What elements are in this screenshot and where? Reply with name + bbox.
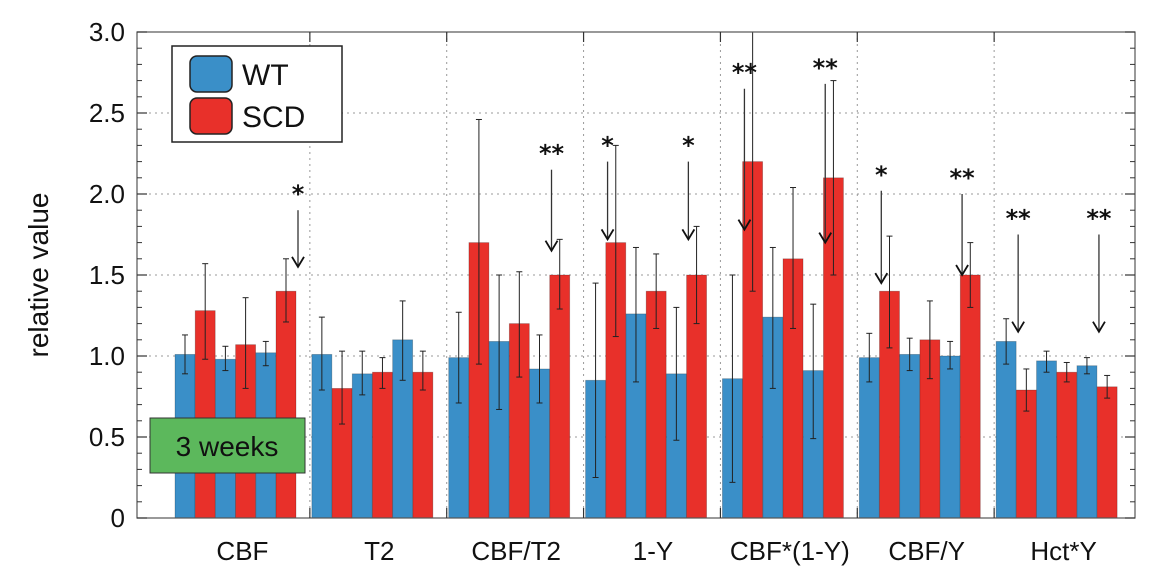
legend-swatch-scd bbox=[189, 97, 233, 135]
significance-stars: * bbox=[682, 132, 695, 160]
x-category-label: CBF bbox=[216, 536, 268, 566]
y-tick-label: 1.0 bbox=[89, 341, 125, 371]
x-category-label: CBF/T2 bbox=[471, 536, 561, 566]
time-point-badge-box bbox=[149, 417, 306, 474]
significance-stars: * bbox=[601, 132, 614, 160]
significance-annotations: *** * *** *** **** ** bbox=[291, 54, 1112, 334]
significance-arrowhead bbox=[681, 228, 696, 242]
x-category-label: T2 bbox=[364, 536, 394, 566]
bar-scd bbox=[1056, 371, 1078, 519]
axes: 0 0.5 1.0 1.5 2.0 2.5 3.0 CBF T2 CBF/T2 1-Y CBF*(1-… bbox=[89, 17, 1135, 566]
bars bbox=[174, 161, 1118, 519]
bar-wt bbox=[995, 341, 1017, 519]
significance-stars: * bbox=[292, 180, 305, 208]
significance-stars: ** bbox=[732, 59, 758, 87]
bar-wt bbox=[1076, 365, 1098, 519]
bar-scd bbox=[549, 274, 571, 519]
y-tick-label: 0.5 bbox=[89, 422, 125, 452]
y-axis-title: relative value bbox=[23, 193, 54, 358]
significance-arrowhead bbox=[874, 272, 889, 285]
significance-arrowhead bbox=[1092, 321, 1106, 334]
y-tick-label: 0 bbox=[111, 503, 125, 533]
significance-arrowhead bbox=[737, 219, 752, 232]
y-tick-label: 3.0 bbox=[89, 17, 125, 47]
x-category-label: CBF/Y bbox=[888, 536, 965, 566]
legend-label-wt: WT bbox=[242, 59, 289, 92]
legend-label-scd: SCD bbox=[242, 101, 305, 134]
time-point-badge-label: 3 weeks bbox=[176, 431, 279, 462]
bar-wt bbox=[939, 355, 961, 519]
legend-swatch-wt bbox=[189, 55, 233, 93]
significance-arrowhead bbox=[291, 256, 305, 269]
x-category-label: Hct*Y bbox=[1030, 536, 1096, 566]
bar-scd bbox=[412, 371, 434, 519]
bar-wt bbox=[1036, 360, 1057, 519]
significance-stars: ** bbox=[950, 164, 976, 192]
y-tick-label: 1.5 bbox=[89, 260, 125, 290]
y-tick-label: 2.0 bbox=[89, 179, 125, 209]
x-category-label: 1-Y bbox=[633, 536, 673, 566]
significance-arrowhead bbox=[544, 240, 559, 253]
significance-stars: ** bbox=[1086, 205, 1112, 233]
bar-scd bbox=[372, 371, 393, 519]
significance-stars: * bbox=[875, 161, 888, 189]
significance-stars: ** bbox=[813, 54, 839, 82]
significance-stars: ** bbox=[539, 140, 565, 168]
bar-scd bbox=[1096, 386, 1118, 519]
significance-arrowhead bbox=[818, 232, 833, 245]
y-tick-label: 2.5 bbox=[89, 98, 125, 128]
bar-scd bbox=[959, 274, 981, 519]
bar-scd bbox=[275, 290, 297, 519]
bar-wt bbox=[899, 353, 921, 519]
bar-wt bbox=[351, 373, 373, 519]
error-bars bbox=[182, 31, 1111, 483]
x-category-label: CBF*(1-Y) bbox=[730, 536, 850, 566]
significance-arrowhead bbox=[1011, 321, 1025, 334]
legend: WT SCD bbox=[171, 45, 343, 143]
significance-arrowhead bbox=[600, 228, 615, 242]
time-point-badge: 3 weeks bbox=[149, 417, 306, 474]
significance-arrowhead bbox=[955, 264, 969, 277]
significance-stars: ** bbox=[1006, 205, 1032, 233]
